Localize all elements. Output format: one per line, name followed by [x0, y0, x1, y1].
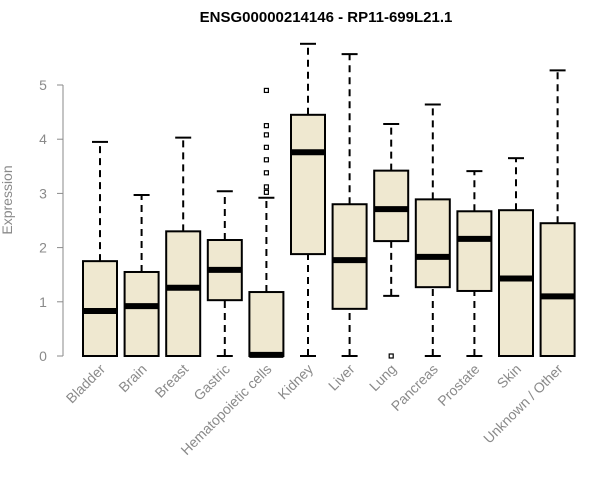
y-tick-label: 3 [39, 185, 47, 201]
box-prostate [456, 170, 493, 357]
x-tick-label: Brain [115, 361, 149, 395]
x-tick-label: Bladder [63, 361, 109, 407]
box-liver [331, 53, 368, 357]
box-iqr [498, 209, 534, 357]
box-iqr [123, 270, 160, 357]
box-iqr [414, 198, 451, 289]
x-tick-label: Liver [325, 361, 358, 394]
x-tick-label: Breast [151, 361, 191, 401]
y-tick-label: 1 [39, 294, 47, 310]
box-bladder [82, 140, 118, 357]
y-axis-label: Expression [0, 165, 15, 234]
y-tick-label: 0 [39, 348, 47, 364]
x-tick-label: Lung [366, 361, 399, 394]
box-iqr [290, 113, 326, 256]
box-iqr [456, 210, 493, 292]
outlier-point [263, 170, 269, 176]
y-tick-label: 2 [39, 240, 47, 256]
outlier-point [263, 132, 269, 138]
box-hematopoietic-cells [248, 87, 285, 358]
x-tick-label: Prostate [434, 361, 482, 409]
outlier-point [263, 123, 269, 129]
box-iqr [373, 169, 410, 243]
box-series [82, 42, 576, 359]
box-unknown-other [539, 69, 576, 357]
outlier-point [263, 144, 269, 150]
chart-title: ENSG00000214146 - RP11-699L21.1 [200, 9, 453, 26]
y-tick-label: 5 [39, 77, 47, 93]
x-tick-label: Kidney [275, 361, 317, 403]
outlier-point [263, 189, 269, 195]
y-tick-label: 4 [39, 131, 47, 147]
outlier-point [263, 157, 269, 163]
y-axis-ticks: 0 1 2 3 4 5 [39, 77, 63, 364]
box-skin [498, 157, 534, 357]
box-pancreas [414, 103, 451, 357]
box-breast [165, 136, 202, 357]
outlier-point [388, 353, 394, 359]
box-lung [373, 123, 410, 359]
box-kidney [290, 42, 326, 357]
box-iqr [165, 230, 202, 357]
x-tick-label: Skin [494, 361, 525, 392]
outlier-point [263, 87, 269, 94]
x-tick-label: Unknown / Other [480, 361, 566, 447]
box-gastric [206, 190, 243, 357]
box-iqr [331, 203, 368, 310]
box-iqr [539, 222, 576, 357]
box-iqr [248, 291, 285, 358]
box-brain [123, 194, 160, 357]
outlier-point [263, 184, 269, 190]
